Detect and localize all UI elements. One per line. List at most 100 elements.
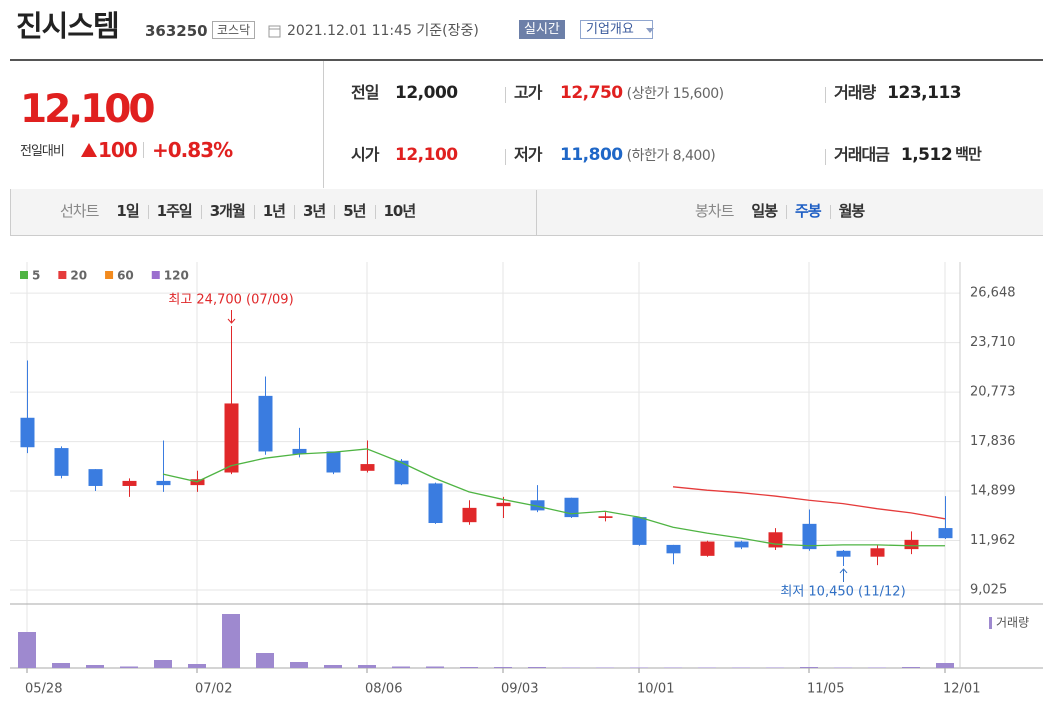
company-info-button[interactable]: 기업개요 [580,20,653,39]
change-label: 전일대비 [20,144,65,159]
legend-swatch [20,271,28,279]
separator [200,205,202,219]
volume-bar [324,665,342,668]
tab-option[interactable]: 5년 [343,202,366,220]
x-tick-label: 09/03 [501,682,538,697]
change-value: 100 [98,138,138,162]
candle-body [496,502,511,507]
tab-option[interactable]: 1년 [262,202,286,220]
tab-option[interactable]: 1일 [116,202,139,220]
volume-bar [188,664,206,668]
candle-body [666,544,681,554]
candle-body [802,523,817,550]
separator [505,87,506,103]
separator [825,149,826,165]
candle-body [632,517,647,545]
candle-body [768,532,783,548]
volume-bar [392,666,410,668]
tab-bar [10,189,1043,236]
y-tick-label: 14,899 [970,484,1016,499]
stat-unit: 백만 [955,145,982,163]
candle-body [326,451,341,473]
volume-bar [528,667,546,668]
candle-body [598,516,613,518]
legend-swatch [58,271,67,279]
x-tick-label: 11/05 [807,682,844,697]
separator [786,205,788,219]
tab-option[interactable]: 3개월 [209,202,246,220]
separator [253,205,255,219]
volume-bar [698,667,716,668]
y-tick-label: 20,773 [970,385,1016,400]
legend-swatch [151,271,160,279]
x-tick-label: 05/28 [25,682,62,697]
tab-option[interactable]: 10년 [383,202,417,220]
ma-line [672,486,946,520]
tab-divider [536,190,537,236]
low-annotation: 최저 10,450 (11/12) [780,584,905,599]
legend-label: 20 [70,269,87,283]
tab-option[interactable]: 3년 [303,202,326,220]
volume-bar [460,667,478,668]
volume-bar [596,667,614,668]
candle-body [530,500,545,511]
up-triangle [81,143,97,157]
current-price: 12,100 [20,87,155,132]
stat-value: 12,100 [395,145,458,165]
candle-body [428,483,443,524]
candle-body [122,480,137,486]
volume-bar [52,663,70,668]
candle-body [938,528,953,539]
separator [147,205,149,219]
candle-body [224,403,239,473]
candle-body [360,464,375,471]
stat-value: 123,113 [887,83,962,103]
volume-bar [630,667,648,668]
tab-option[interactable]: 일봉 [751,202,778,220]
stock-code: 363250 [145,22,208,40]
volume-bar [358,665,376,668]
candle-body [156,480,171,486]
calendar-icon [268,25,281,38]
volume-bar [290,662,308,668]
candle-body [20,417,35,448]
stat-value: 12,750 [560,83,623,103]
y-tick-label: 26,648 [970,286,1016,301]
separator [505,149,506,165]
volume-bar [494,667,512,668]
volume-bar [154,660,172,668]
separator [334,205,336,219]
tab-option[interactable]: 월봉 [838,202,866,220]
legend-label: 60 [117,269,134,283]
volume-bar [902,667,920,668]
candle-body [734,541,749,548]
dropdown-arrow [646,28,654,33]
candle-body [700,541,715,556]
tab-option[interactable]: 1주일 [156,202,193,220]
volume-bar [86,665,104,668]
separator [825,87,826,103]
stock-name: 진시스템 [16,9,120,43]
stat-note: (하한가 8,400) [626,148,716,164]
stat-value: 1,512 [900,145,953,165]
x-tick-label: 12/01 [943,682,980,697]
volume-bar [426,666,444,668]
x-tick-label: 07/02 [195,682,232,697]
legend-label: 5 [32,269,40,283]
candle-body [904,539,919,550]
stat-label: 거래량 [834,83,876,102]
stat-value: 11,800 [560,145,623,165]
stat-label: 거래대금 [834,145,890,164]
stat-label: 시가 [351,145,379,164]
candle-body [870,548,885,557]
candle-body [54,448,69,476]
tab-option[interactable]: 주봉 [795,202,822,220]
volume-bar [732,667,750,668]
volume-bar [18,632,36,668]
volume-bar [834,667,852,668]
separator [143,142,144,158]
timestamp: 2021.12.01 11:45 기준(장중) [287,23,479,39]
ma-line [162,448,945,547]
